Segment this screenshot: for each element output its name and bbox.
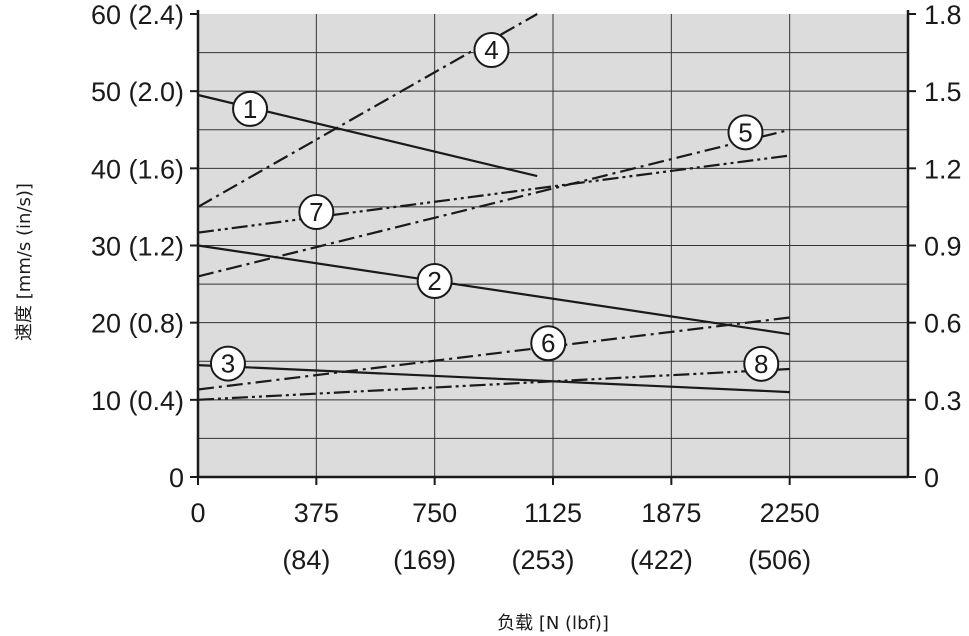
y2-tick-label: 0.3 [924, 386, 962, 416]
x-tick-label: 1875 [641, 498, 701, 528]
series-callout-label-4: 4 [484, 35, 498, 65]
y2-tick-label: 0 [924, 463, 939, 493]
series-callout-label-5: 5 [738, 117, 752, 147]
x-tick-sublabel: (169) [393, 545, 456, 575]
series-callout-label-3: 3 [221, 349, 235, 379]
x-tick-sublabel: (422) [630, 545, 693, 575]
series-callout-label-8: 8 [754, 349, 768, 379]
y2-tick-label: 1.5 [924, 77, 962, 107]
x-tick-sublabel: (84) [282, 545, 330, 575]
y2-tick-label: 1.2 [924, 154, 962, 184]
y2-tick-label: 1.8 [924, 0, 962, 30]
series-callout-label-6: 6 [541, 328, 555, 358]
y-tick-label: 10 (0.4) [91, 386, 184, 416]
y2-tick-label: 0.9 [924, 232, 962, 262]
x-tick-sublabel: (506) [748, 545, 811, 575]
y-tick-label: 0 [169, 463, 184, 493]
y-tick-label: 50 (2.0) [91, 77, 184, 107]
y-tick-label: 30 (1.2) [91, 232, 184, 262]
y-tick-label: 40 (1.6) [91, 154, 184, 184]
x-tick-label: 0 [190, 498, 205, 528]
x-tick-sublabel: (253) [511, 545, 574, 575]
series-callout-label-1: 1 [243, 94, 257, 124]
series-callout-label-2: 2 [427, 266, 441, 296]
x-tick-label: 1125 [524, 498, 582, 528]
series-callout-label-7: 7 [309, 197, 323, 227]
x-axis-title: 负载 [N (lbf)] [497, 613, 609, 634]
y-tick-label: 60 (2.4) [91, 0, 184, 30]
y-axis-title: 速度 [mm/s (in/s)] [14, 183, 35, 341]
y2-tick-label: 0.6 [924, 309, 962, 339]
x-tick-label: 375 [294, 498, 339, 528]
x-tick-label: 2250 [760, 498, 820, 528]
x-tick-label: 750 [412, 498, 457, 528]
y-tick-label: 20 (0.8) [91, 309, 184, 339]
